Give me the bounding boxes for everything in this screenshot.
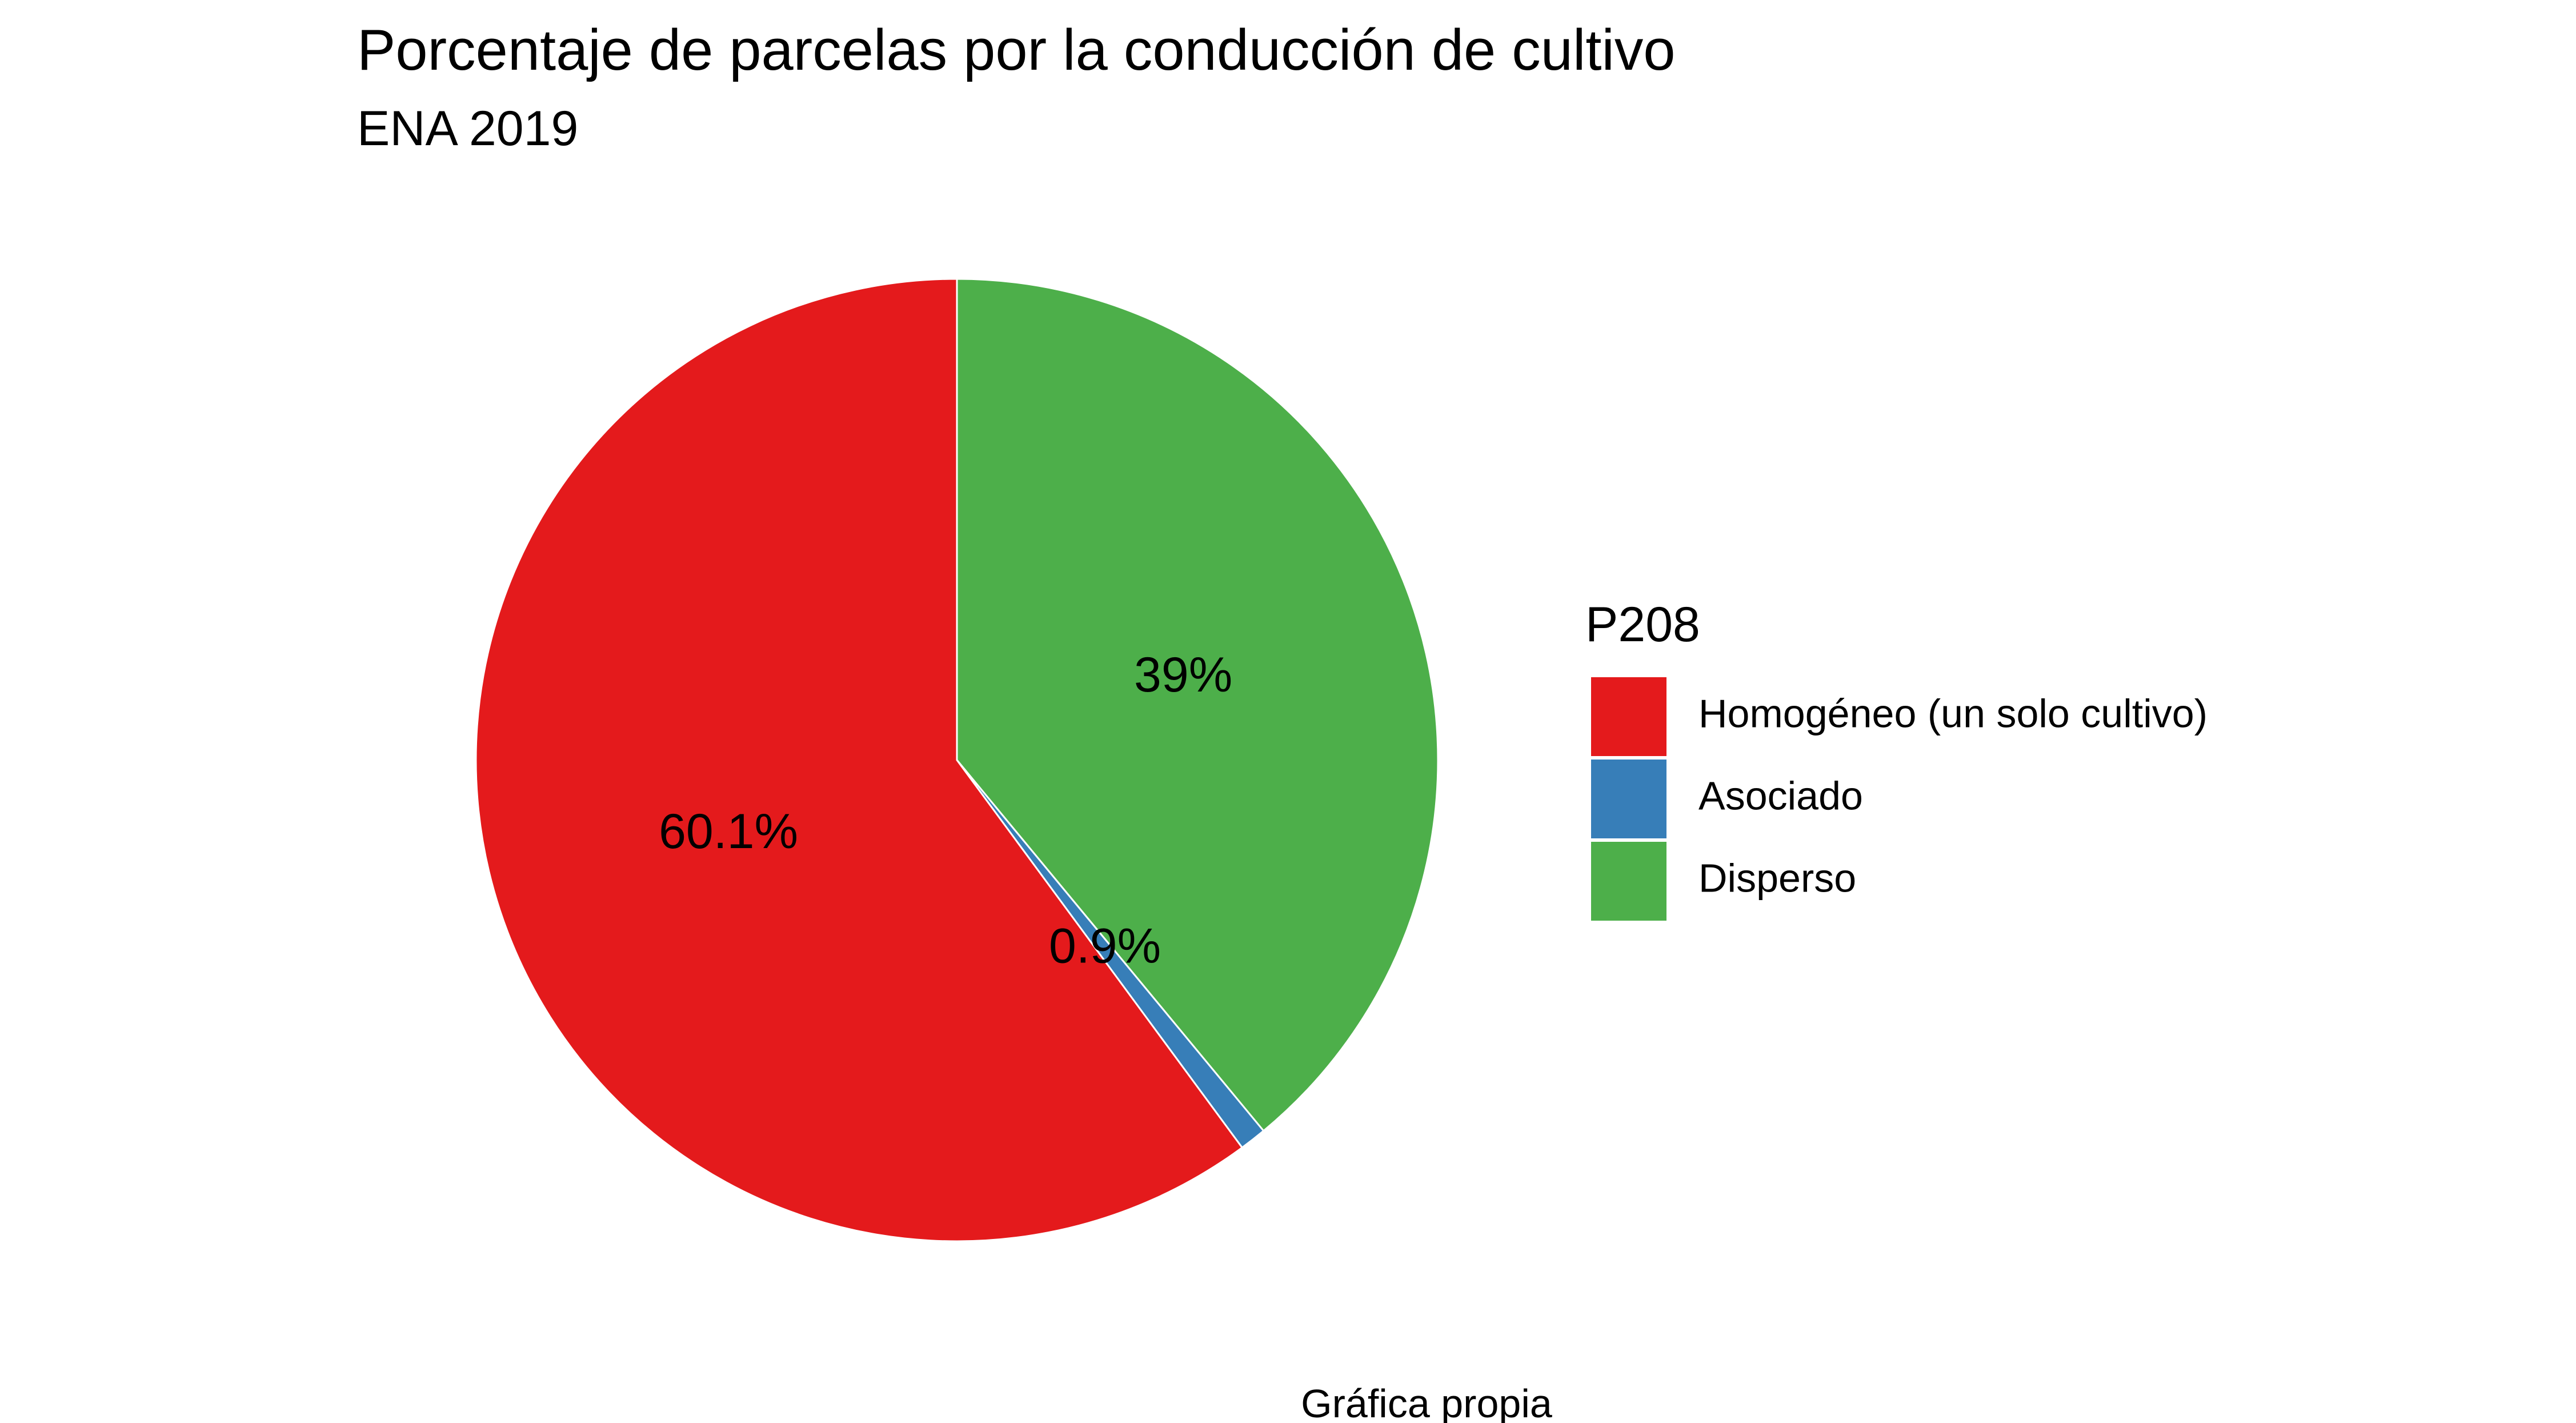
pie-slices bbox=[475, 278, 1439, 1242]
legend-key-label: Disperso bbox=[1698, 856, 1856, 900]
chart-subtitle: ENA 2019 bbox=[357, 101, 578, 156]
legend-title: P208 bbox=[1585, 597, 1700, 652]
legend-key-label: Homogéneo (un solo cultivo) bbox=[1698, 691, 2208, 736]
legend-key-label: Asociado bbox=[1698, 773, 1863, 818]
legend-key-swatch bbox=[1591, 677, 1666, 756]
slice-value-label: 0.9% bbox=[1049, 919, 1161, 974]
slice-value-label: 39% bbox=[1134, 647, 1232, 702]
legend-key-swatch bbox=[1591, 842, 1666, 921]
pie-slice-labels: 39% 0.9% 60.1% bbox=[659, 647, 1232, 973]
chart-title: Porcentaje de parcelas por la conducción… bbox=[357, 18, 1676, 82]
pie-slice-disperso bbox=[956, 278, 1439, 1132]
chart-caption: Gráfica propia bbox=[1301, 1381, 1552, 1423]
legend-key-swatch bbox=[1591, 760, 1666, 838]
slice-value-label: 60.1% bbox=[659, 804, 798, 859]
pie-slice-homogeneo bbox=[475, 278, 1244, 1242]
legend-items: Homogéneo (un solo cultivo) Asociado Dispe… bbox=[1591, 677, 2208, 921]
legend: P208 Homogéneo (un solo cultivo) Asociado… bbox=[1585, 597, 2208, 921]
